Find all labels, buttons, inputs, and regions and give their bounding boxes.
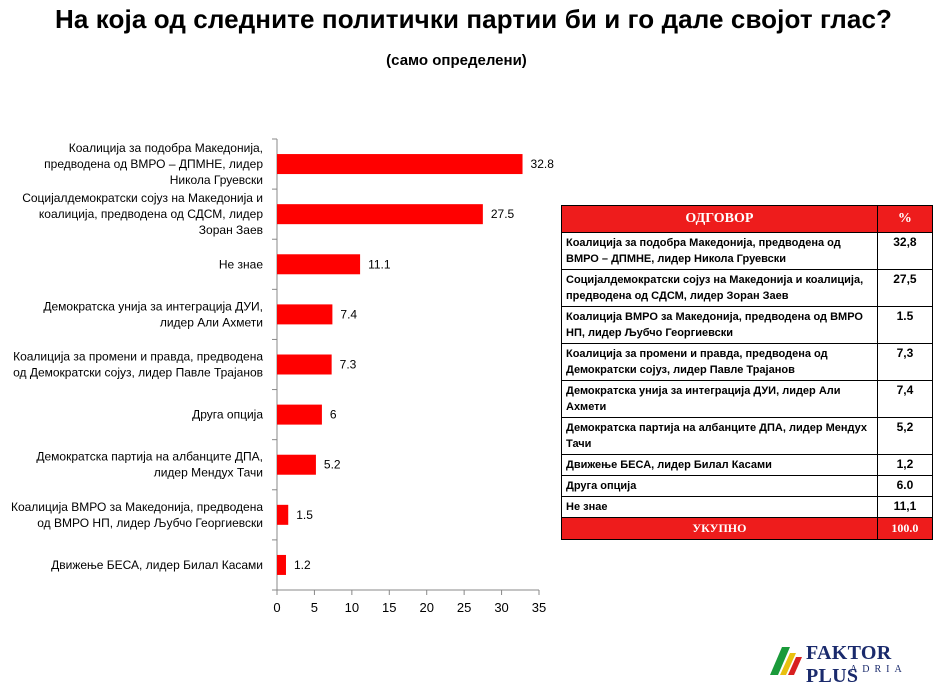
data-label: 6 xyxy=(330,408,337,422)
data-label: 7.3 xyxy=(340,358,357,372)
category-label: Коалиција ВМРО за Македонија, предводена xyxy=(11,500,263,514)
bar xyxy=(277,254,361,275)
row-answer: Движење БЕСА, лидер Билал Касами xyxy=(561,454,878,476)
data-label: 27.5 xyxy=(491,207,515,221)
row-percent: 6.0 xyxy=(876,475,934,497)
x-tick-label: 35 xyxy=(532,600,546,615)
chart-layer: 0 5 10 15 20 25 30 35 32.8 Коалиција за подобра М… xyxy=(11,138,555,615)
table-total-row: УКУПНО 100.0 xyxy=(561,517,934,540)
row-percent: 1.5 xyxy=(876,306,934,344)
category-label: Коалиција за промени и правда, предводен… xyxy=(13,350,263,364)
row-answer: Социјалдемократски сојуз на Македонија и… xyxy=(561,269,878,307)
row-percent: 27,5 xyxy=(876,269,934,307)
row-percent: 7,4 xyxy=(876,380,934,418)
category-label: лидер Али Ахмети xyxy=(160,315,263,329)
row-answer: Демократска унија за интеграција ДУИ, ли… xyxy=(561,380,878,418)
table-row: Движење БЕСА, лидер Билал Касами 1,2 xyxy=(561,454,934,476)
x-tick-label: 0 xyxy=(273,600,280,615)
total-label: УКУПНО xyxy=(561,517,878,540)
data-label: 32.8 xyxy=(531,157,555,171)
logo-name: FAKTOR PLUS xyxy=(806,642,892,687)
bar xyxy=(277,354,332,375)
x-tick-label: 15 xyxy=(382,600,396,615)
table-row: Коалиција за подобра Македонија, предвод… xyxy=(561,232,934,270)
category-label: Демократска партија на албанците ДПА, xyxy=(36,450,263,464)
category-label: Движење БЕСА, лидер Билал Касами xyxy=(51,558,263,572)
category-label: Не знае xyxy=(219,257,263,271)
row-answer: Демократска партија на албанците ДПА, ли… xyxy=(561,417,878,455)
bar xyxy=(277,204,483,225)
category-label: лидер Мендух Тачи xyxy=(154,466,263,480)
logo-stripe-green xyxy=(770,647,790,675)
category-label: Зоран Заев xyxy=(199,223,263,237)
header-answer: ОДГОВОР xyxy=(561,205,878,233)
bar xyxy=(277,504,289,525)
total-value: 100.0 xyxy=(876,517,934,540)
category-label: предводена од ВМРО – ДПМНЕ, лидер xyxy=(44,157,263,171)
table-row: Демократска партија на албанците ДПА, ли… xyxy=(561,417,934,455)
category-label: Никола Груевски xyxy=(170,173,263,187)
category-label: од Демократски сојуз, лидер Павле Трајан… xyxy=(13,366,263,380)
bar-chart: 0 5 10 15 20 25 30 35 32.8 Коалиција за подобра М… xyxy=(11,138,555,615)
table-row: Коалиција за промени и правда, предводен… xyxy=(561,343,934,381)
table-row: Друга опција 6.0 xyxy=(561,475,934,497)
row-answer: Друга опција xyxy=(561,475,878,497)
x-tick-label: 20 xyxy=(419,600,433,615)
row-percent: 11,1 xyxy=(876,496,934,518)
bar xyxy=(277,454,316,475)
row-percent: 32,8 xyxy=(876,232,934,270)
table-body: Коалиција за подобра Македонија, предвод… xyxy=(561,232,934,518)
x-tick-label: 5 xyxy=(311,600,318,615)
faktor-plus-logo xyxy=(770,647,802,675)
header-percent: % xyxy=(876,205,934,233)
x-tick-label: 25 xyxy=(457,600,471,615)
row-answer: Коалиција за подобра Македонија, предвод… xyxy=(561,232,878,270)
data-label: 7.4 xyxy=(340,307,357,321)
data-label: 11.1 xyxy=(368,257,391,271)
category-label: Социјалдемократски сојуз на Македонија и xyxy=(22,191,263,205)
table-row: Демократска унија за интеграција ДУИ, ли… xyxy=(561,380,934,418)
row-answer: Коалиција за промени и правда, предводен… xyxy=(561,343,878,381)
data-label: 5.2 xyxy=(324,458,341,472)
data-label: 1.5 xyxy=(296,508,313,522)
results-table: ОДГОВОР % Коалиција за подобра Македониј… xyxy=(561,205,934,540)
subtitle-text: (само определени) xyxy=(386,52,527,69)
data-label: 1.2 xyxy=(294,558,311,572)
logo-stripe-red xyxy=(788,657,802,675)
table-row: Социјалдемократски сојуз на Македонија и… xyxy=(561,269,934,307)
row-answer: Не знае xyxy=(561,496,878,518)
category-label: Демократска унија за интеграција ДУИ, xyxy=(43,299,263,313)
logo-subtitle: ADRIA xyxy=(850,664,907,675)
logo-stripe-yellow xyxy=(780,653,796,675)
table-row: Не знае 11,1 xyxy=(561,496,934,518)
category-label: од ВМРО НП, лидер Љубчо Георгиевски xyxy=(37,516,263,530)
bar xyxy=(277,404,322,425)
page-subtitle: (само определени) xyxy=(0,52,947,69)
bar xyxy=(277,304,333,325)
bar xyxy=(277,154,523,175)
row-percent: 5,2 xyxy=(876,417,934,455)
page-title: На која од следните политички партии би … xyxy=(55,4,892,34)
x-tick-label: 10 xyxy=(345,600,359,615)
bar xyxy=(277,554,286,575)
table-header-row: ОДГОВОР % xyxy=(561,205,934,233)
category-label: Коалиција за подобра Македонија, xyxy=(69,141,263,155)
row-answer: Коалиција ВМРО за Македонија, предводена… xyxy=(561,306,878,344)
category-label: коалиција, предводена од СДСМ, лидер xyxy=(39,207,263,221)
table-row: Коалиција ВМРО за Македонија, предводена… xyxy=(561,306,934,344)
x-tick-label: 30 xyxy=(494,600,508,615)
category-label: Друга опција xyxy=(192,408,263,422)
row-percent: 1,2 xyxy=(876,454,934,476)
row-percent: 7,3 xyxy=(876,343,934,381)
